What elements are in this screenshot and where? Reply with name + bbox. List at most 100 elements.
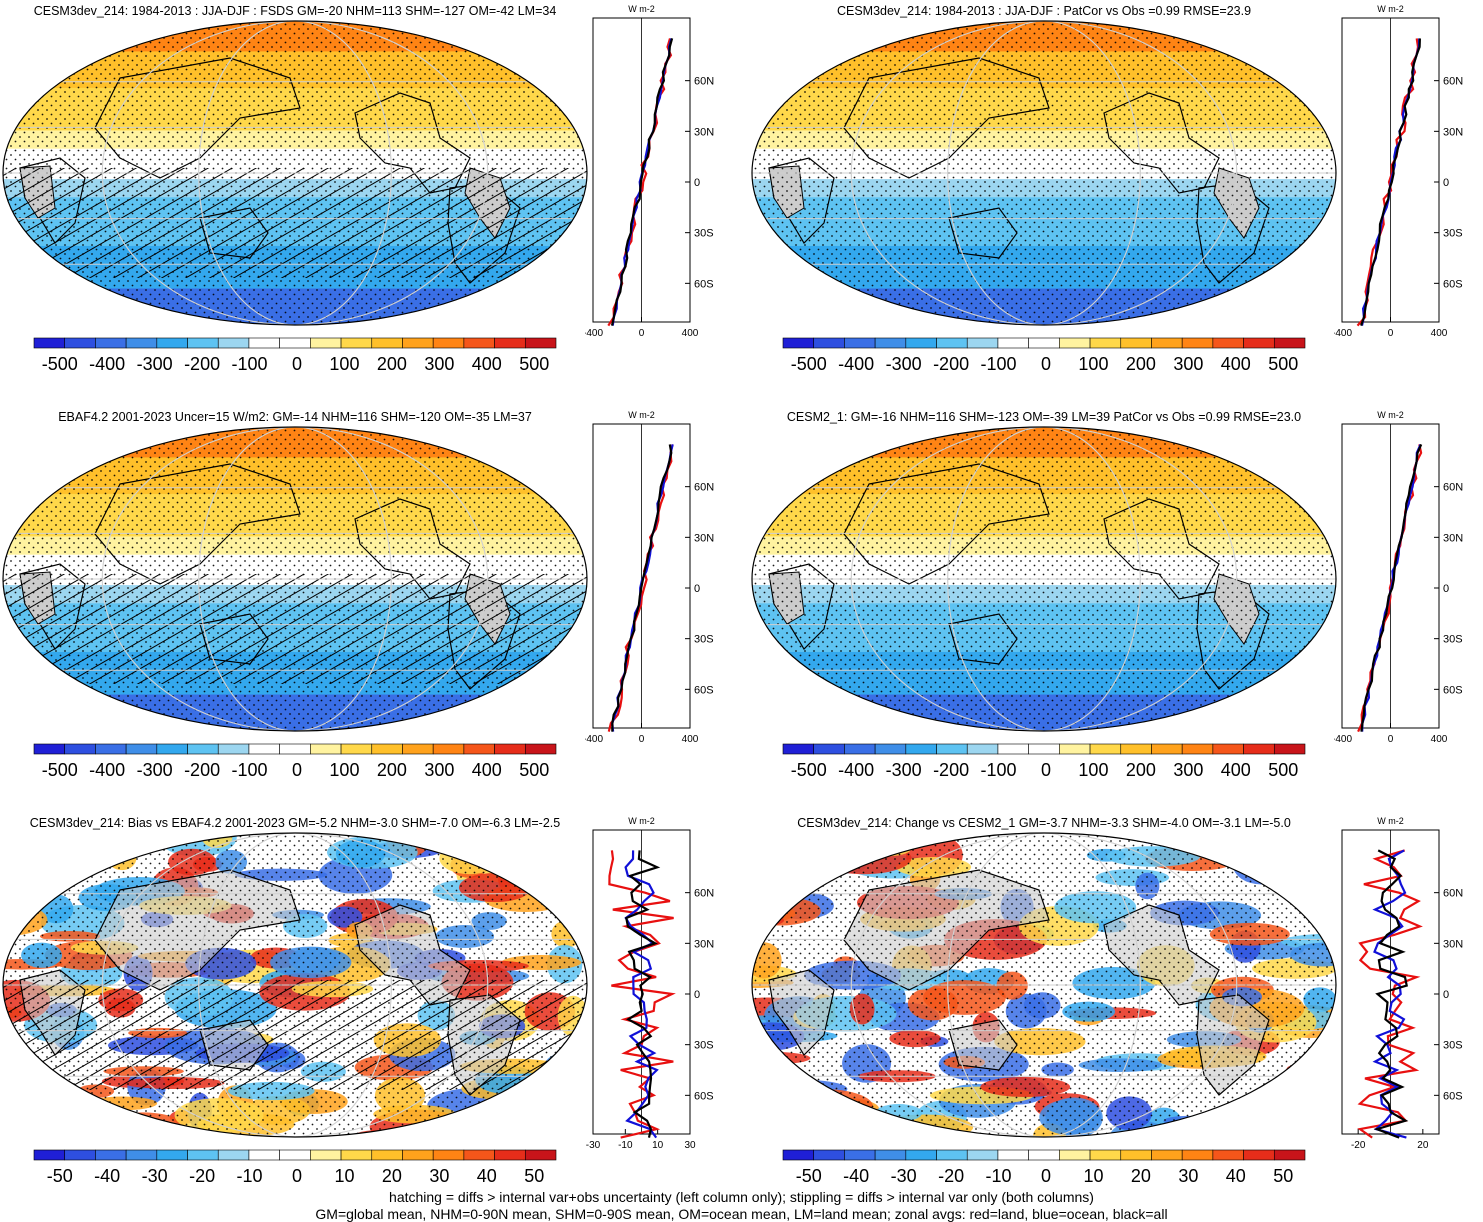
- colorbar-tick-label: 400: [472, 354, 502, 374]
- zonal-lat-label: 30N: [694, 126, 714, 138]
- zonal-curve-all: [611, 444, 673, 732]
- robinson-map: [751, 20, 1337, 326]
- colorbar: -500 -400 -300 -200 -100 0 100 200 300 400 500: [782, 337, 1306, 374]
- colorbar: -500 -400 -300 -200 -100 0 100 200 300 400 500: [33, 337, 557, 374]
- colorbar-swatch: [905, 337, 937, 349]
- colorbar-swatch: [125, 337, 158, 349]
- robinson-map: [751, 426, 1337, 732]
- colorbar-tick-label: 500: [519, 354, 549, 374]
- colorbar-tick-label: 50: [1273, 1166, 1293, 1186]
- colorbar-tick-label: 400: [1221, 354, 1251, 374]
- colorbar-swatch: [125, 743, 158, 755]
- colorbar-swatch: [310, 337, 342, 349]
- zonal-lat-label: 60S: [694, 684, 714, 696]
- zonal-x-tick: 400: [1431, 328, 1448, 339]
- colorbar-tick-label: -400: [89, 760, 125, 780]
- zonal-lat-label: 30N: [1443, 938, 1463, 950]
- colorbar-swatch: [33, 337, 66, 349]
- colorbar-swatch: [1120, 1149, 1152, 1161]
- zonal-x-tick: 400: [1431, 734, 1448, 745]
- colorbar-tick-label: 500: [1268, 760, 1298, 780]
- colorbar-tick-label: -200: [184, 760, 220, 780]
- colorbar-swatch: [936, 1149, 968, 1161]
- colorbar-tick-label: -300: [137, 760, 173, 780]
- colorbar-tick-label: -100: [981, 354, 1017, 374]
- colorbar-tick-label: -200: [933, 354, 969, 374]
- zonal-mean-plot: W m-2 -20 20 60N 30N 0 30S 60S: [1341, 816, 1463, 1151]
- colorbar-tick-label: -10: [237, 1166, 263, 1186]
- colorbar-tick-label: 0: [1041, 1166, 1051, 1186]
- colorbar-swatch: [1028, 743, 1060, 755]
- colorbar-swatch: [371, 743, 403, 755]
- colorbar-swatch: [279, 743, 311, 755]
- colorbar-swatch: [966, 1149, 999, 1161]
- colorbar-tick-label: 300: [1173, 760, 1203, 780]
- zonal-units: W m-2: [628, 816, 655, 826]
- panel-title: CESM3dev_214: 1984-2013 : JJA-DJF : FSDS…: [33, 4, 557, 18]
- zonal-lat-label: 30N: [694, 938, 714, 950]
- colorbar-swatch: [1212, 1149, 1244, 1161]
- zonal-x-tick: -30: [586, 1140, 601, 1151]
- colorbar-swatch: [1273, 1149, 1306, 1161]
- map-outline: [751, 426, 1337, 732]
- colorbar-tick-label: -400: [838, 760, 874, 780]
- zonal-lat-label: 60S: [1443, 1090, 1463, 1102]
- colorbar-swatch: [217, 1149, 250, 1161]
- colorbar: -500 -400 -300 -200 -100 0 100 200 300 400 500: [33, 743, 557, 780]
- zonal-lat-label: 30N: [1443, 532, 1463, 544]
- colorbar-swatch: [64, 743, 96, 755]
- colorbar-swatch: [95, 743, 127, 755]
- colorbar-tick-label: -500: [42, 760, 78, 780]
- robinson-map: [2, 832, 588, 1138]
- colorbar-swatch: [340, 1149, 373, 1161]
- colorbar-tick-label: 100: [1078, 354, 1108, 374]
- colorbar-tick-label: 200: [1126, 354, 1156, 374]
- colorbar-swatch: [874, 337, 907, 349]
- robinson-map: [2, 20, 588, 326]
- zonal-x-tick: 30: [684, 1140, 696, 1151]
- zonal-curve-all: [1360, 443, 1423, 732]
- colorbar-tick-label: 500: [1268, 354, 1298, 374]
- figure-panel-6: CESM3dev_214: Change vs CESM2_1 GM=-3.7 …: [749, 812, 1483, 1222]
- colorbar-swatch: [340, 743, 373, 755]
- colorbar-swatch: [1273, 743, 1306, 755]
- colorbar-tick-label: 0: [1041, 354, 1051, 374]
- colorbar-swatch: [1273, 337, 1306, 349]
- zonal-lat-label: 30S: [694, 1040, 714, 1052]
- zonal-units: W m-2: [628, 410, 655, 420]
- colorbar-swatch: [874, 1149, 907, 1161]
- zonal-lat-label: 0: [694, 177, 700, 189]
- zonal-curve-all: [1360, 38, 1421, 326]
- zonal-lat-label: 0: [1443, 989, 1449, 1001]
- zonal-lat-label: 60N: [694, 482, 714, 494]
- panel-title: CESM2_1: GM=-16 NHM=116 SHM=-123 OM=-39 …: [786, 410, 1302, 424]
- colorbar-swatch: [936, 337, 968, 349]
- zonal-lat-label: 60N: [1443, 482, 1463, 494]
- colorbar-swatch: [1212, 337, 1244, 349]
- colorbar-swatch: [33, 743, 66, 755]
- colorbar-swatch: [402, 743, 434, 755]
- figure-panel-3: EBAF4.2 2001-2023 Uncer=15 W/m2: GM=-14 …: [0, 406, 741, 816]
- map-outline: [751, 832, 1337, 1138]
- colorbar-tick-label: 300: [424, 354, 454, 374]
- colorbar-swatch: [279, 1149, 311, 1161]
- colorbar-tick-label: -300: [886, 760, 922, 780]
- colorbar: -50 -40 -30 -20 -10 0 10 20 30 40 50: [33, 1149, 557, 1186]
- colorbar-swatch: [156, 743, 188, 755]
- colorbar-tick-label: -300: [137, 354, 173, 374]
- zonal-lat-label: 0: [1443, 177, 1449, 189]
- colorbar-tick-label: -30: [891, 1166, 917, 1186]
- colorbar-tick-label: 200: [377, 354, 407, 374]
- colorbar-tick-label: 10: [334, 1166, 354, 1186]
- colorbar-swatch: [1059, 337, 1091, 349]
- colorbar-tick-label: 100: [329, 354, 359, 374]
- colorbar-swatch: [844, 1149, 876, 1161]
- zonal-x-tick: -20: [1351, 1140, 1366, 1151]
- colorbar-swatch: [1120, 337, 1152, 349]
- colorbar-swatch: [95, 1149, 127, 1161]
- colorbar-tick-label: 40: [477, 1166, 497, 1186]
- zonal-lat-label: 60S: [1443, 278, 1463, 290]
- zonal-lat-label: 30N: [1443, 126, 1463, 138]
- colorbar-swatch: [966, 743, 999, 755]
- colorbar-swatch: [310, 1149, 342, 1161]
